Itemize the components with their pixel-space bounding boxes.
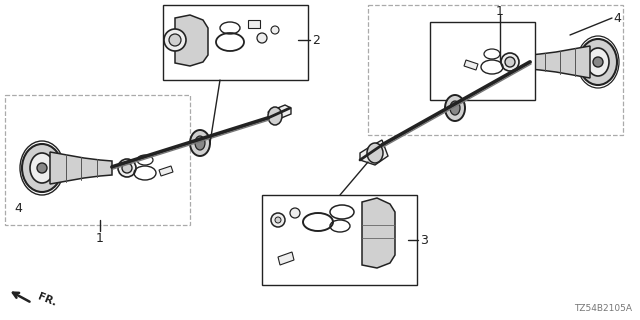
Circle shape — [122, 163, 132, 173]
Ellipse shape — [579, 39, 617, 85]
Polygon shape — [50, 152, 112, 184]
Circle shape — [37, 163, 47, 173]
Circle shape — [593, 57, 603, 67]
Circle shape — [275, 217, 281, 223]
Ellipse shape — [195, 136, 205, 150]
Circle shape — [271, 213, 285, 227]
Circle shape — [271, 26, 279, 34]
Bar — [5, 95, 190, 225]
Polygon shape — [268, 105, 291, 121]
Bar — [368, 5, 623, 135]
Text: TZ54B2105A: TZ54B2105A — [574, 304, 632, 313]
Polygon shape — [464, 60, 478, 70]
Text: 1: 1 — [496, 5, 504, 18]
Polygon shape — [530, 46, 590, 78]
Circle shape — [169, 34, 181, 46]
Bar — [430, 22, 535, 100]
Polygon shape — [175, 15, 208, 66]
Polygon shape — [360, 140, 388, 165]
Circle shape — [164, 29, 186, 51]
Ellipse shape — [30, 153, 54, 183]
Ellipse shape — [587, 48, 609, 76]
Circle shape — [118, 159, 136, 177]
Ellipse shape — [367, 143, 383, 163]
Ellipse shape — [268, 107, 282, 125]
Circle shape — [290, 208, 300, 218]
Circle shape — [505, 57, 515, 67]
Ellipse shape — [445, 95, 465, 121]
Polygon shape — [278, 252, 294, 265]
Polygon shape — [362, 198, 395, 268]
Ellipse shape — [450, 101, 460, 115]
Text: 2: 2 — [312, 34, 320, 46]
Polygon shape — [159, 166, 173, 176]
Text: 4: 4 — [613, 12, 621, 25]
Bar — [262, 195, 417, 285]
Circle shape — [501, 53, 519, 71]
Text: 1: 1 — [96, 232, 104, 245]
Ellipse shape — [22, 144, 62, 192]
Ellipse shape — [190, 130, 210, 156]
Bar — [248, 20, 260, 28]
Bar — [163, 5, 308, 80]
Circle shape — [257, 33, 267, 43]
Text: FR.: FR. — [36, 292, 58, 308]
Text: 4: 4 — [14, 202, 22, 214]
Text: 3: 3 — [420, 234, 428, 246]
